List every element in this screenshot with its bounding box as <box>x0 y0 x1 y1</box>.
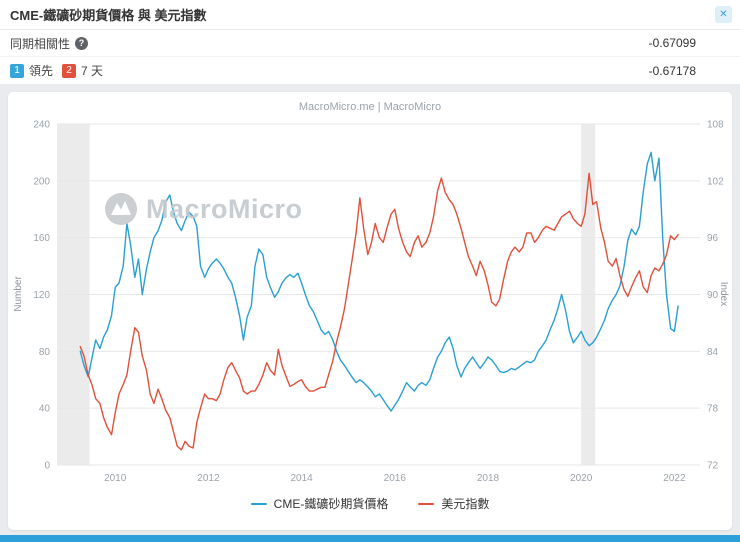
svg-text:2018: 2018 <box>477 473 500 484</box>
svg-text:2014: 2014 <box>290 473 313 484</box>
lead-label: 領先 <box>29 64 54 78</box>
svg-text:108: 108 <box>707 120 724 131</box>
legend-item-dollar-index[interactable]: 美元指數 <box>418 495 489 512</box>
lead-correlation-value: -0.67178 <box>648 63 696 78</box>
svg-text:102: 102 <box>707 176 724 187</box>
footer-accent-bar <box>0 535 740 542</box>
svg-text:96: 96 <box>707 233 719 244</box>
svg-text:2022: 2022 <box>663 473 686 484</box>
svg-text:72: 72 <box>707 461 719 472</box>
svg-text:240: 240 <box>33 120 50 131</box>
svg-text:78: 78 <box>707 404 719 415</box>
lead-days: 7 天 <box>81 64 104 78</box>
svg-text:2012: 2012 <box>197 473 220 484</box>
svg-text:84: 84 <box>707 347 719 358</box>
series-1-badge: 1 <box>10 63 24 78</box>
page-title: CME-鐵礦砂期貨價格 與 美元指數 <box>10 8 207 23</box>
svg-text:120: 120 <box>33 290 50 301</box>
legend-label: CME-鐵礦砂期貨價格 <box>273 497 389 511</box>
lead-row: 1 領先 2 7 天 -0.67178 <box>0 57 740 84</box>
svg-text:200: 200 <box>33 176 50 187</box>
legend-swatch-red <box>418 502 435 505</box>
right-axis-title: Index <box>718 282 729 306</box>
correlation-label: 同期相關性 <box>10 36 71 51</box>
svg-text:80: 80 <box>39 347 51 358</box>
series-2-badge: 2 <box>62 63 77 78</box>
chart-legend: CME-鐵礦砂期貨價格 美元指數 <box>8 495 732 512</box>
svg-text:0: 0 <box>44 461 50 472</box>
legend-label: 美元指數 <box>441 497 490 511</box>
correlation-row: 同期相關性 ? -0.67099 <box>0 30 740 57</box>
svg-text:40: 40 <box>39 404 51 415</box>
help-icon[interactable]: ? <box>75 36 89 50</box>
correlation-value: -0.67099 <box>648 36 696 50</box>
legend-swatch-blue <box>250 502 267 505</box>
svg-text:90: 90 <box>707 290 719 301</box>
svg-text:2016: 2016 <box>384 473 407 484</box>
left-axis-title: Number <box>13 276 24 312</box>
svg-text:160: 160 <box>33 233 50 244</box>
chart-title: MacroMicro.me | MacroMicro <box>298 101 442 113</box>
close-icon: ✕ <box>719 9 728 20</box>
chart-header-panel: CME-鐵礦砂期貨價格 與 美元指數 ✕ 同期相關性 ? -0.67099 1 … <box>0 0 740 84</box>
svg-text:2010: 2010 <box>104 473 127 484</box>
chart-card: MacroMicro.me | MacroMicro Number Index … <box>8 92 732 530</box>
legend-item-iron-ore[interactable]: CME-鐵礦砂期貨價格 <box>250 495 389 512</box>
chart-plot[interactable]: Number Index 0 40 80 120 160 200 240 72 78 84 90 96… <box>8 92 732 530</box>
svg-text:2020: 2020 <box>570 473 593 484</box>
close-button[interactable]: ✕ <box>715 6 732 23</box>
